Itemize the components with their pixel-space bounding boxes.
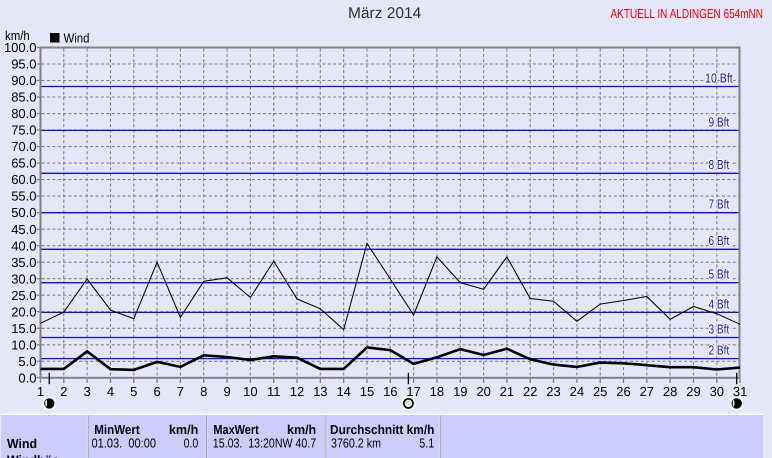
svg-text:55.0: 55.0 bbox=[11, 189, 36, 204]
svg-text:12: 12 bbox=[290, 384, 304, 399]
svg-text:15.0: 15.0 bbox=[11, 321, 36, 336]
svg-text:7 Bft: 7 Bft bbox=[709, 197, 730, 212]
svg-text:01.03. 00:00: 01.03. 00:00 bbox=[92, 436, 157, 451]
svg-text:0.0: 0.0 bbox=[184, 436, 199, 451]
svg-text:3 Bft: 3 Bft bbox=[709, 321, 730, 336]
svg-text:11: 11 bbox=[267, 384, 281, 399]
svg-text:6 Bft: 6 Bft bbox=[709, 233, 730, 248]
svg-text:27: 27 bbox=[640, 384, 654, 399]
svg-text:19: 19 bbox=[453, 384, 467, 399]
svg-text:70.0: 70.0 bbox=[11, 139, 36, 154]
svg-text:9: 9 bbox=[223, 384, 230, 399]
svg-text:30: 30 bbox=[710, 384, 724, 399]
svg-text:50.0: 50.0 bbox=[11, 205, 36, 220]
svg-text:0.0: 0.0 bbox=[18, 370, 36, 385]
svg-text:20.0: 20.0 bbox=[11, 304, 36, 319]
svg-text:23: 23 bbox=[546, 384, 560, 399]
svg-text:75.0: 75.0 bbox=[11, 123, 36, 138]
svg-text:24: 24 bbox=[570, 384, 584, 399]
svg-text:km/h: km/h bbox=[5, 28, 30, 43]
svg-text:MinWert: MinWert bbox=[94, 422, 140, 437]
svg-text:65.0: 65.0 bbox=[11, 156, 36, 171]
svg-text:60.0: 60.0 bbox=[11, 172, 36, 187]
svg-text:1: 1 bbox=[37, 384, 44, 399]
svg-text:25: 25 bbox=[593, 384, 607, 399]
svg-text:7: 7 bbox=[177, 384, 184, 399]
svg-text:AKTUELL IN ALDINGEN 654mNN: AKTUELL IN ALDINGEN 654mNN bbox=[611, 6, 764, 21]
svg-text:km/h: km/h bbox=[287, 422, 316, 437]
svg-text:9 Bft: 9 Bft bbox=[709, 114, 730, 129]
svg-text:25.0: 25.0 bbox=[11, 288, 36, 303]
svg-text:40.0: 40.0 bbox=[11, 238, 36, 253]
svg-text:10: 10 bbox=[243, 384, 257, 399]
svg-text:Wind: Wind bbox=[7, 436, 37, 451]
svg-text:30.0: 30.0 bbox=[11, 271, 36, 286]
svg-text:8: 8 bbox=[200, 384, 207, 399]
svg-text:3760.2 km: 3760.2 km bbox=[331, 436, 381, 451]
svg-text:März 2014: März 2014 bbox=[348, 5, 422, 22]
svg-text:18: 18 bbox=[430, 384, 444, 399]
svg-text:16: 16 bbox=[383, 384, 397, 399]
svg-text:20: 20 bbox=[476, 384, 490, 399]
svg-text:8 Bft: 8 Bft bbox=[709, 157, 730, 172]
svg-text:14: 14 bbox=[336, 384, 350, 399]
svg-text:45.0: 45.0 bbox=[11, 222, 36, 237]
svg-text:4 Bft: 4 Bft bbox=[709, 296, 730, 311]
svg-text:95.0: 95.0 bbox=[11, 57, 36, 72]
svg-text:15: 15 bbox=[360, 384, 374, 399]
svg-text:Durchschnitt km/h: Durchschnitt km/h bbox=[330, 422, 434, 437]
svg-text:17: 17 bbox=[406, 384, 420, 399]
svg-text:85.0: 85.0 bbox=[11, 90, 36, 105]
svg-text:Windböe: Windböe bbox=[7, 453, 59, 458]
svg-text:Wind: Wind bbox=[64, 30, 90, 45]
svg-text:10.0: 10.0 bbox=[11, 337, 36, 352]
svg-text:13: 13 bbox=[313, 384, 327, 399]
svg-text:31: 31 bbox=[733, 384, 747, 399]
svg-text:10 Bft: 10 Bft bbox=[705, 70, 733, 85]
svg-text:5: 5 bbox=[130, 384, 137, 399]
svg-text:4: 4 bbox=[107, 384, 114, 399]
svg-text:km/h: km/h bbox=[169, 422, 198, 437]
svg-text:22: 22 bbox=[523, 384, 537, 399]
svg-text:5 Bft: 5 Bft bbox=[709, 267, 730, 282]
svg-text:15.03. 13:20NW 40.7: 15.03. 13:20NW 40.7 bbox=[213, 436, 316, 451]
svg-text:6: 6 bbox=[153, 384, 160, 399]
svg-text:28: 28 bbox=[663, 384, 677, 399]
svg-text:100.0: 100.0 bbox=[4, 40, 37, 55]
svg-text:35.0: 35.0 bbox=[11, 255, 36, 270]
svg-text:26: 26 bbox=[616, 384, 630, 399]
svg-text:90.0: 90.0 bbox=[11, 73, 36, 88]
svg-text:MaxWert: MaxWert bbox=[213, 422, 259, 437]
svg-text:2 Bft: 2 Bft bbox=[709, 343, 730, 358]
svg-text:29: 29 bbox=[686, 384, 700, 399]
svg-text:21: 21 bbox=[500, 384, 514, 399]
svg-text:3: 3 bbox=[83, 384, 90, 399]
svg-text:80.0: 80.0 bbox=[11, 106, 36, 121]
svg-text:5.0: 5.0 bbox=[18, 354, 36, 369]
svg-text:2: 2 bbox=[60, 384, 67, 399]
svg-text:5.1: 5.1 bbox=[419, 436, 434, 451]
